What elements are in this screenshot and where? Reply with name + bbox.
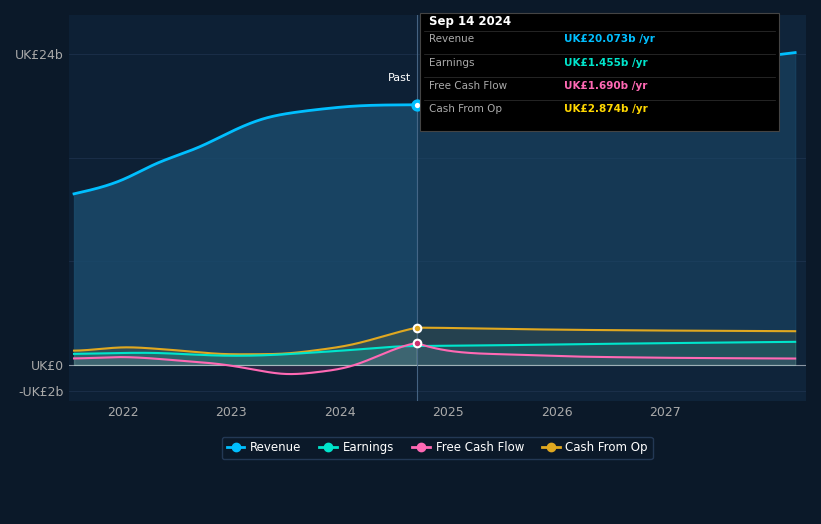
Text: Earnings: Earnings <box>429 58 474 68</box>
Text: Sep 14 2024: Sep 14 2024 <box>429 15 511 28</box>
Text: UK£20.073b /yr: UK£20.073b /yr <box>564 35 655 45</box>
Text: Free Cash Flow: Free Cash Flow <box>429 81 507 91</box>
Bar <box>417 15 806 401</box>
Point <box>410 101 424 109</box>
Text: Analysts Forecasts: Analysts Forecasts <box>422 73 525 83</box>
Point <box>410 323 424 332</box>
Text: UK£2.874b /yr: UK£2.874b /yr <box>564 104 648 114</box>
Text: Past: Past <box>388 73 411 83</box>
Point <box>410 339 424 347</box>
Text: Revenue: Revenue <box>429 35 474 45</box>
Text: UK£1.455b /yr: UK£1.455b /yr <box>564 58 648 68</box>
Text: Cash From Op: Cash From Op <box>429 104 502 114</box>
Legend: Revenue, Earnings, Free Cash Flow, Cash From Op: Revenue, Earnings, Free Cash Flow, Cash … <box>222 436 653 459</box>
Text: UK£1.690b /yr: UK£1.690b /yr <box>564 81 648 91</box>
